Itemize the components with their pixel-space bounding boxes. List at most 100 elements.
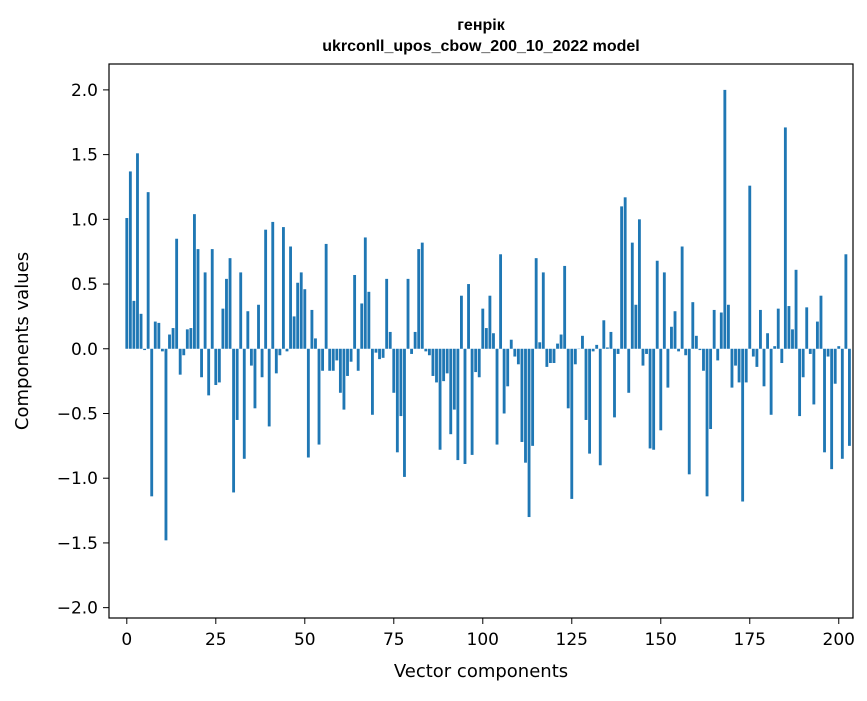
bar-component-113	[528, 349, 531, 517]
bar-component-200	[837, 346, 840, 349]
bar-component-49	[300, 272, 303, 348]
bar-component-91	[449, 349, 452, 434]
bar-component-86	[432, 349, 435, 376]
bar-component-183	[777, 309, 780, 349]
bar-component-154	[674, 311, 677, 349]
y-tick-label: −1.0	[57, 469, 98, 489]
bar-component-100	[481, 309, 484, 349]
bar-component-192	[809, 349, 812, 354]
bar-component-37	[257, 305, 260, 349]
bar-component-64	[353, 275, 356, 349]
bar-component-153	[670, 327, 673, 349]
bar-component-36	[254, 349, 257, 409]
bar-component-165	[713, 310, 716, 349]
y-tick-label: −1.5	[57, 534, 98, 554]
bar-component-29	[229, 258, 232, 349]
bar-component-152	[666, 349, 669, 388]
bar-component-60	[339, 349, 342, 393]
bar-component-131	[592, 349, 595, 352]
bar-component-0	[125, 218, 128, 349]
bar-component-22	[204, 272, 207, 348]
bar-component-19	[193, 214, 196, 349]
bar-component-61	[343, 349, 346, 410]
bar-component-136	[610, 332, 613, 349]
bar-component-59	[335, 349, 338, 361]
y-tick-label: −0.5	[57, 404, 98, 424]
bar-component-177	[755, 349, 758, 367]
bar-component-168	[723, 90, 726, 349]
bar-component-109	[513, 349, 516, 357]
bar-component-141	[627, 349, 630, 393]
bar-component-13	[172, 328, 175, 349]
y-axis-ticks: 2.01.51.00.50.0−0.5−1.0−1.5−2.0	[57, 81, 109, 619]
x-tick-label: 100	[467, 630, 499, 650]
bar-component-198	[830, 349, 833, 469]
chart-title: генрік	[457, 17, 505, 34]
bar-component-4	[140, 314, 143, 349]
bar-component-7	[150, 349, 153, 497]
bar-component-144	[638, 219, 641, 348]
bar-component-118	[545, 349, 548, 367]
bar-component-34	[246, 311, 249, 349]
bar-component-176	[752, 349, 755, 357]
bar-component-172	[738, 349, 741, 383]
bar-component-23	[207, 349, 210, 396]
bar-component-171	[734, 349, 737, 366]
bar-component-188	[795, 270, 798, 349]
bar-component-147	[649, 349, 652, 449]
bar-component-148	[652, 349, 655, 450]
bar-component-71	[378, 349, 381, 359]
bar-component-146	[645, 349, 648, 354]
bar-component-94	[460, 296, 463, 349]
bar-component-199	[834, 349, 837, 384]
bar-component-201	[841, 349, 844, 459]
bar-component-140	[624, 197, 627, 348]
bar-component-45	[286, 349, 289, 352]
bar-component-82	[417, 249, 420, 349]
bar-component-15	[179, 349, 182, 375]
bar-component-175	[748, 186, 751, 349]
bar-component-119	[549, 349, 552, 363]
y-tick-label: 2.0	[71, 81, 98, 101]
bars	[125, 90, 850, 540]
x-tick-label: 125	[556, 630, 588, 650]
bar-component-48	[296, 283, 299, 349]
bar-component-92	[453, 349, 456, 410]
bar-component-184	[780, 349, 783, 363]
bar-component-143	[634, 305, 637, 349]
x-tick-label: 175	[734, 630, 766, 650]
bar-component-40	[268, 349, 271, 427]
bar-component-139	[620, 206, 623, 348]
bar-component-21	[200, 349, 203, 377]
bar-component-3	[136, 153, 139, 348]
bar-component-162	[702, 349, 705, 371]
bar-component-156	[681, 247, 684, 349]
bar-component-159	[691, 302, 694, 349]
bar-component-84	[424, 349, 427, 352]
bar-component-35	[250, 349, 253, 366]
bar-component-166	[716, 349, 719, 361]
plot-frame	[109, 64, 853, 618]
bar-component-114	[531, 349, 534, 446]
bar-component-167	[720, 313, 723, 349]
bar-component-77	[399, 349, 402, 416]
x-tick-label: 0	[121, 630, 132, 650]
bar-component-161	[699, 349, 702, 350]
bar-component-67	[364, 237, 367, 348]
bar-component-101	[485, 328, 488, 349]
bar-component-72	[382, 349, 385, 358]
bar-component-52	[310, 310, 313, 349]
bar-component-80	[410, 349, 413, 354]
bar-component-46	[289, 247, 292, 349]
bar-component-112	[524, 349, 527, 463]
bar-component-6	[147, 192, 150, 349]
bar-component-191	[805, 307, 808, 348]
bar-component-129	[585, 349, 588, 420]
bar-component-149	[656, 261, 659, 349]
x-tick-label: 150	[645, 630, 677, 650]
bar-component-57	[328, 349, 331, 371]
bar-component-173	[741, 349, 744, 502]
bar-component-24	[211, 249, 214, 349]
bar-component-132	[595, 345, 598, 349]
x-axis-label: Vector components	[394, 661, 568, 682]
